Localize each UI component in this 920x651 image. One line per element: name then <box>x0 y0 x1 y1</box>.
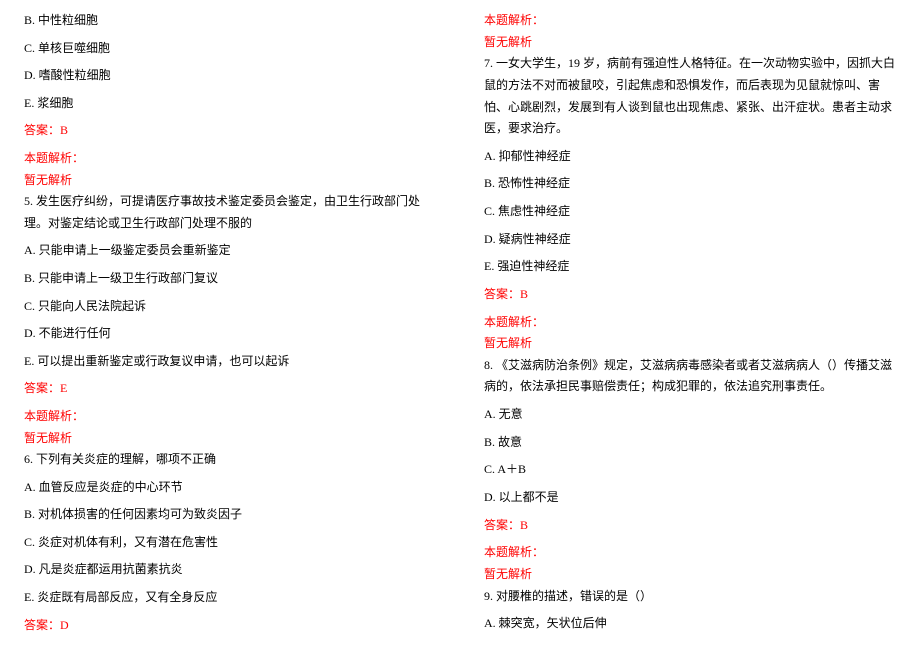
q6-option-a: A. 血管反应是炎症的中心环节 <box>24 477 436 499</box>
left-column: B. 中性粒细胞 C. 单核巨噬细胞 D. 嗜酸性粒细胞 E. 浆细胞 答案：B… <box>0 0 460 651</box>
q6-option-d: D. 凡是炎症都运用抗菌素抗炎 <box>24 559 436 581</box>
q5-option-d: D. 不能进行任何 <box>24 323 436 345</box>
q7-parse-title: 本题解析： <box>484 312 896 334</box>
q5-stem: 5. 发生医疗纠纷，可提请医疗事故技术鉴定委员会鉴定，由卫生行政部门处理。对鉴定… <box>24 191 436 234</box>
q8-option-b: B. 故意 <box>484 432 896 454</box>
q5-option-e: E. 可以提出重新鉴定或行政复议申请，也可以起诉 <box>24 351 436 373</box>
q6-option-b: B. 对机体损害的任何因素均可为致炎因子 <box>24 504 436 526</box>
q5-parse-body: 暂无解析 <box>24 428 436 450</box>
q6-parse-body: 暂无解析 <box>484 32 896 54</box>
q7-option-c: C. 焦虑性神经症 <box>484 201 896 223</box>
q7-option-d: D. 疑病性神经症 <box>484 229 896 251</box>
q5-answer: 答案：E <box>24 378 436 400</box>
q6-answer: 答案：D <box>24 615 436 637</box>
q4-parse-body: 暂无解析 <box>24 170 436 192</box>
q5-parse-title: 本题解析： <box>24 406 436 428</box>
q9-option-a: A. 棘突宽，矢状位后伸 <box>484 613 896 635</box>
q7-stem: 7. 一女大学生，19 岁，病前有强迫性人格特征。在一次动物实验中，因抓大白鼠的… <box>484 53 896 139</box>
q4-parse-title: 本题解析： <box>24 148 436 170</box>
q6-stem: 6. 下列有关炎症的理解，哪项不正确 <box>24 449 436 471</box>
q4-option-b: B. 中性粒细胞 <box>24 10 436 32</box>
q4-answer: 答案：B <box>24 120 436 142</box>
q7-parse-body: 暂无解析 <box>484 333 896 355</box>
q4-option-d: D. 嗜酸性粒细胞 <box>24 65 436 87</box>
q8-stem: 8. 《艾滋病防治条例》规定，艾滋病病毒感染者或者艾滋病病人（）传播艾滋病的，依… <box>484 355 896 398</box>
q8-parse-title: 本题解析： <box>484 542 896 564</box>
q4-option-c: C. 单核巨噬细胞 <box>24 38 436 60</box>
q5-option-c: C. 只能向人民法院起诉 <box>24 296 436 318</box>
q8-answer: 答案：B <box>484 515 896 537</box>
q8-option-c: C. A＋B <box>484 459 896 481</box>
q5-option-a: A. 只能申请上一级鉴定委员会重新鉴定 <box>24 240 436 262</box>
q6-parse-title: 本题解析： <box>484 10 896 32</box>
q8-parse-body: 暂无解析 <box>484 564 896 586</box>
q7-option-a: A. 抑郁性神经症 <box>484 146 896 168</box>
q6-option-e: E. 炎症既有局部反应，又有全身反应 <box>24 587 436 609</box>
q7-option-b: B. 恐怖性神经症 <box>484 173 896 195</box>
q9-stem: 9. 对腰椎的描述，错误的是（） <box>484 586 896 608</box>
q6-option-c: C. 炎症对机体有利，又有潜在危害性 <box>24 532 436 554</box>
q7-answer: 答案：B <box>484 284 896 306</box>
q5-option-b: B. 只能申请上一级卫生行政部门复议 <box>24 268 436 290</box>
q4-option-e: E. 浆细胞 <box>24 93 436 115</box>
right-column: 本题解析： 暂无解析 7. 一女大学生，19 岁，病前有强迫性人格特征。在一次动… <box>460 0 920 651</box>
page-container: B. 中性粒细胞 C. 单核巨噬细胞 D. 嗜酸性粒细胞 E. 浆细胞 答案：B… <box>0 0 920 651</box>
q8-option-a: A. 无意 <box>484 404 896 426</box>
q7-option-e: E. 强迫性神经症 <box>484 256 896 278</box>
q8-option-d: D. 以上都不是 <box>484 487 896 509</box>
